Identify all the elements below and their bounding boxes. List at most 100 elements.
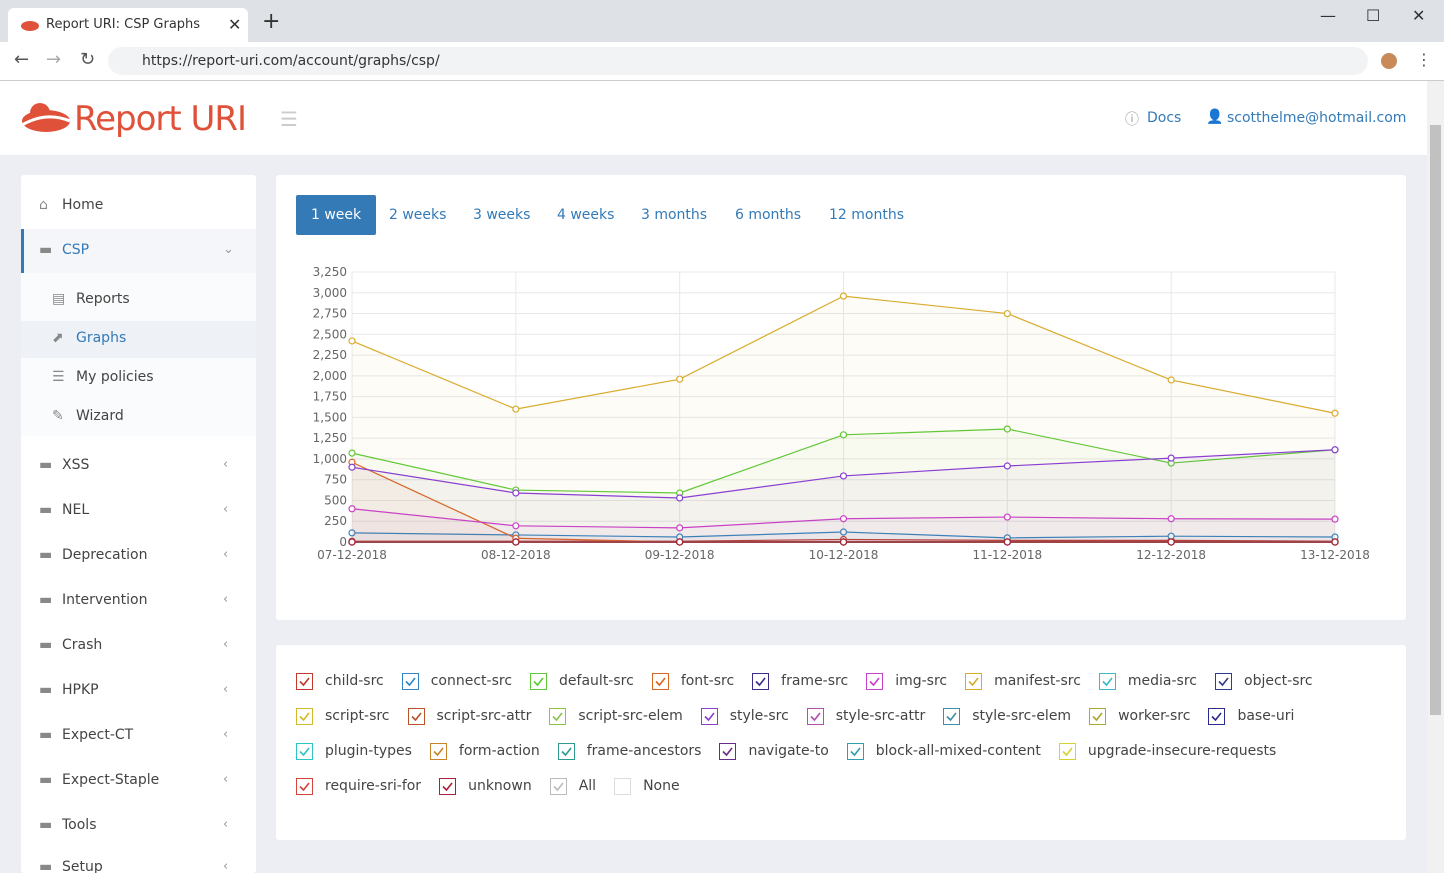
range-tab[interactable]: 12 months [814,195,919,235]
user-link[interactable]: scotthelme@hotmail.com [1227,110,1406,126]
checkbox[interactable] [402,673,419,690]
filter-all[interactable]: All [550,776,596,796]
checkbox[interactable] [1215,673,1232,690]
checkbox[interactable] [866,673,883,690]
checkbox[interactable] [296,778,313,795]
data-point[interactable] [1168,539,1174,545]
range-tab[interactable]: 3 months [626,195,722,235]
checkbox[interactable] [719,743,736,760]
new-tab[interactable]: + [262,9,280,34]
checkbox[interactable] [1099,673,1116,690]
legend-item[interactable]: block-all-mixed-content [847,741,1041,761]
legend-item[interactable]: style-src-attr [807,706,925,726]
legend-item[interactable]: frame-ancestors [558,741,702,761]
checkbox[interactable] [408,708,425,725]
checkbox[interactable] [296,673,313,690]
checkbox[interactable] [965,673,982,690]
browser-tab[interactable]: Report URI: CSP Graphs ✕ [8,8,248,42]
nav-item[interactable]: Tools [62,817,97,833]
checkbox[interactable] [549,708,566,725]
checkbox[interactable] [558,743,575,760]
tab-close[interactable]: ✕ [228,8,241,42]
data-point[interactable] [1332,410,1338,416]
checkbox[interactable] [296,743,313,760]
nav-item[interactable]: Home [62,197,103,213]
nav-item[interactable]: Deprecation [62,547,147,563]
legend-item[interactable]: child-src [296,671,384,691]
checkbox[interactable] [439,778,456,795]
data-point[interactable] [677,539,683,545]
range-tab[interactable]: 3 weeks [458,195,545,235]
filter-none[interactable]: None [614,776,680,796]
data-point[interactable] [349,464,355,470]
legend-item[interactable]: navigate-to [719,741,828,761]
legend-item[interactable]: manifest-src [965,671,1081,691]
checkbox[interactable] [943,708,960,725]
legend-item[interactable]: object-src [1215,671,1313,691]
checkbox[interactable] [807,708,824,725]
forward[interactable]: → [46,49,61,70]
nav-item[interactable]: Graphs [76,330,126,346]
menu[interactable]: ⋮ [1416,50,1432,69]
legend-item[interactable]: media-src [1099,671,1197,691]
legend-item[interactable]: require-sri-for [296,776,421,796]
data-point[interactable] [1332,447,1338,453]
data-point[interactable] [841,473,847,479]
checkbox[interactable] [1208,708,1225,725]
checkbox[interactable] [847,743,864,760]
data-point[interactable] [1168,377,1174,383]
legend-item[interactable]: script-src-elem [549,706,682,726]
legend-item[interactable]: base-uri [1208,706,1294,726]
checkbox[interactable] [430,743,447,760]
legend-item[interactable]: form-action [430,741,540,761]
checkbox[interactable] [1089,708,1106,725]
legend-item[interactable]: unknown [439,776,532,796]
legend-item[interactable]: script-src [296,706,390,726]
back[interactable]: ← [14,49,29,70]
checkbox[interactable] [550,778,567,795]
nav-item[interactable]: Crash [62,637,102,653]
nav-item[interactable]: Setup [62,859,103,873]
legend-item[interactable]: img-src [866,671,947,691]
nav-item[interactable]: Wizard [76,408,124,424]
range-tab[interactable]: 6 months [720,195,816,235]
checkbox[interactable] [530,673,547,690]
data-point[interactable] [1332,539,1338,545]
range-tab[interactable]: 4 weeks [542,195,629,235]
data-point[interactable] [513,539,519,545]
checkbox[interactable] [752,673,769,690]
reload[interactable]: ↻ [80,49,95,70]
nav-item[interactable]: My policies [76,369,154,385]
checkbox[interactable] [296,708,313,725]
data-point[interactable] [349,338,355,344]
legend-item[interactable]: plugin-types [296,741,412,761]
legend-item[interactable]: connect-src [402,671,512,691]
range-tab[interactable]: 2 weeks [374,195,461,235]
data-point[interactable] [841,293,847,299]
data-point[interactable] [677,495,683,501]
data-point[interactable] [677,376,683,382]
data-point[interactable] [349,539,355,545]
checkbox[interactable] [1059,743,1076,760]
nav-item[interactable]: HPKP [62,682,99,698]
legend-item[interactable]: font-src [652,671,734,691]
range-tab[interactable]: 1 week [296,195,376,235]
maximize[interactable]: ☐ [1366,6,1380,25]
checkbox[interactable] [701,708,718,725]
data-point[interactable] [1004,463,1010,469]
legend-item[interactable]: style-src-elem [943,706,1071,726]
nav-item[interactable]: CSP [62,242,89,258]
checkbox[interactable] [652,673,669,690]
legend-item[interactable]: style-src [701,706,789,726]
data-point[interactable] [513,490,519,496]
minimize[interactable]: — [1320,6,1336,25]
data-point[interactable] [1004,539,1010,545]
nav-item[interactable]: NEL [62,502,89,518]
legend-item[interactable]: script-src-attr [408,706,532,726]
scroll-thumb[interactable] [1430,125,1441,715]
nav-item[interactable]: Intervention [62,592,147,608]
nav-item[interactable]: Expect-Staple [62,772,159,788]
legend-item[interactable]: default-src [530,671,634,691]
data-point[interactable] [1168,455,1174,461]
url-field[interactable]: https://report-uri.com/account/graphs/cs… [108,47,1368,75]
